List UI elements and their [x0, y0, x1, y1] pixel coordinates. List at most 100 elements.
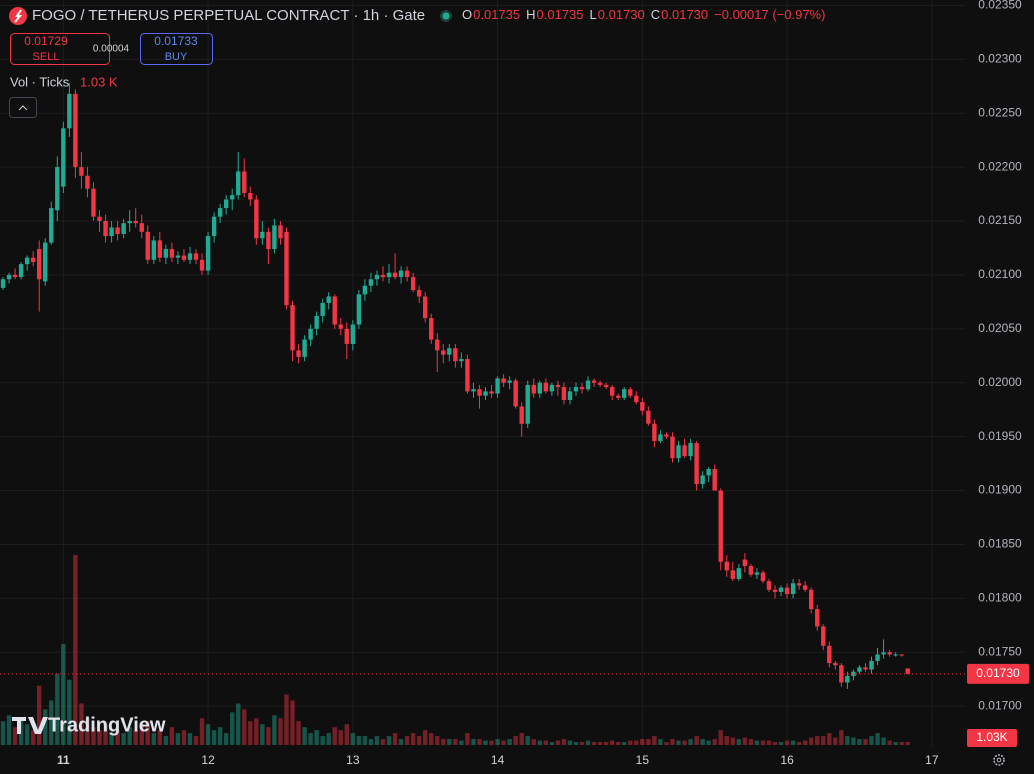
volume-bar: [809, 737, 814, 745]
candle-body: [0, 279, 6, 288]
candle-body: [175, 255, 181, 258]
volume-pane: [0, 555, 910, 745]
collapse-button[interactable]: [9, 97, 37, 118]
candle-body: [211, 216, 217, 237]
volume-bar: [344, 724, 349, 745]
volume-bar: [507, 739, 512, 745]
candle-body: [12, 274, 18, 278]
volume-bar: [778, 742, 784, 745]
volume-bar: [688, 739, 693, 745]
volume-bar: [465, 733, 470, 745]
volume-bar: [181, 730, 187, 745]
volume-bar: [555, 740, 561, 745]
candle-body: [887, 652, 892, 655]
volume-bar: [579, 742, 585, 745]
volume-bar: [332, 727, 337, 745]
buy-button[interactable]: [140, 33, 213, 65]
candle-body: [73, 93, 78, 168]
volume-bar: [561, 739, 567, 745]
volume-bar: [718, 730, 723, 745]
volume-bar: [899, 742, 904, 745]
candle-body: [169, 249, 175, 258]
watermark-text: TradingView: [48, 714, 166, 736]
candle-body: [398, 270, 404, 278]
y-tick-label: 0.01950: [978, 429, 1022, 443]
ohlc-legend: O0.01735 H0.01735 L0.01730 C0.01730 −0.00017…: [462, 7, 825, 22]
volume-bar: [887, 740, 892, 745]
volume-bar: [115, 730, 120, 745]
sell-button[interactable]: [10, 33, 110, 65]
candle-body: [344, 328, 349, 344]
y-tick-label: 0.02300: [978, 51, 1022, 65]
last-price-label: 0.01730: [976, 666, 1020, 680]
volume-bar: [121, 733, 126, 745]
candle-body: [109, 227, 114, 237]
volume-bar: [658, 739, 663, 745]
header: FOGO / TETHERUS PERPETUAL CONTRACT · 1h …: [9, 7, 825, 25]
volume-bar: [646, 739, 651, 745]
volume-bar: [55, 673, 60, 745]
x-tick-label: 16: [780, 753, 794, 767]
candle-body: [121, 223, 126, 234]
candle-body: [573, 387, 579, 392]
volume-bar: [37, 685, 42, 745]
volume-bar: [356, 736, 362, 745]
volume-bar: [392, 733, 398, 745]
volume-bar: [549, 742, 555, 745]
candle-body: [248, 192, 253, 200]
candle-body: [242, 171, 247, 193]
candle-body: [489, 391, 494, 394]
candle-body: [815, 609, 820, 627]
volume-bar: [501, 740, 506, 745]
volume-bar: [133, 730, 138, 745]
volume-bar: [591, 742, 597, 745]
volume-bar: [857, 739, 862, 745]
y-tick-label: 0.01850: [978, 537, 1022, 551]
volume-bar: [205, 724, 211, 745]
volume-bar: [0, 721, 6, 745]
candle-body: [519, 406, 524, 424]
volume-bar: [815, 736, 820, 745]
candle-body: [260, 231, 265, 239]
volume-bar: [290, 700, 295, 745]
volume-bar: [326, 733, 331, 745]
candle-body: [790, 583, 796, 595]
candle-body: [416, 290, 422, 297]
candle-body: [622, 389, 627, 398]
volume-bar: [893, 742, 898, 745]
candle-body: [706, 468, 711, 476]
candle-body: [145, 231, 150, 260]
volume-bar: [603, 742, 609, 745]
volume-bar: [489, 740, 494, 745]
ohlc-key: H: [526, 7, 535, 22]
volume-bar: [43, 709, 48, 745]
volume-bar: [91, 727, 96, 745]
candle-body: [507, 380, 512, 383]
candle-body: [748, 566, 754, 575]
volume-bar: [242, 709, 247, 745]
sell-price: 0.01729: [24, 34, 68, 48]
candle-body: [368, 279, 374, 286]
candle-body: [199, 259, 205, 271]
candle-body: [525, 384, 530, 424]
volume-bar: [670, 739, 675, 745]
y-tick-label: 0.02000: [978, 375, 1022, 389]
volume-bar: [483, 740, 488, 745]
settings[interactable]: [993, 754, 1005, 766]
candle-body: [802, 585, 808, 590]
candle-body: [392, 272, 398, 278]
volume-bar: [12, 727, 18, 745]
candle-body: [652, 423, 657, 441]
volume-bar: [175, 733, 181, 745]
candle-body: [326, 296, 331, 303]
candle-body: [423, 296, 428, 319]
volume-bar: [296, 721, 301, 745]
candle-body: [863, 667, 868, 670]
settings-icon[interactable]: [993, 754, 1005, 766]
y-tick-label: 0.02150: [978, 213, 1022, 227]
buy-price: 0.01733: [154, 34, 198, 48]
candle-body: [628, 389, 633, 396]
candle-body: [549, 384, 555, 392]
candle-body: [435, 339, 440, 351]
